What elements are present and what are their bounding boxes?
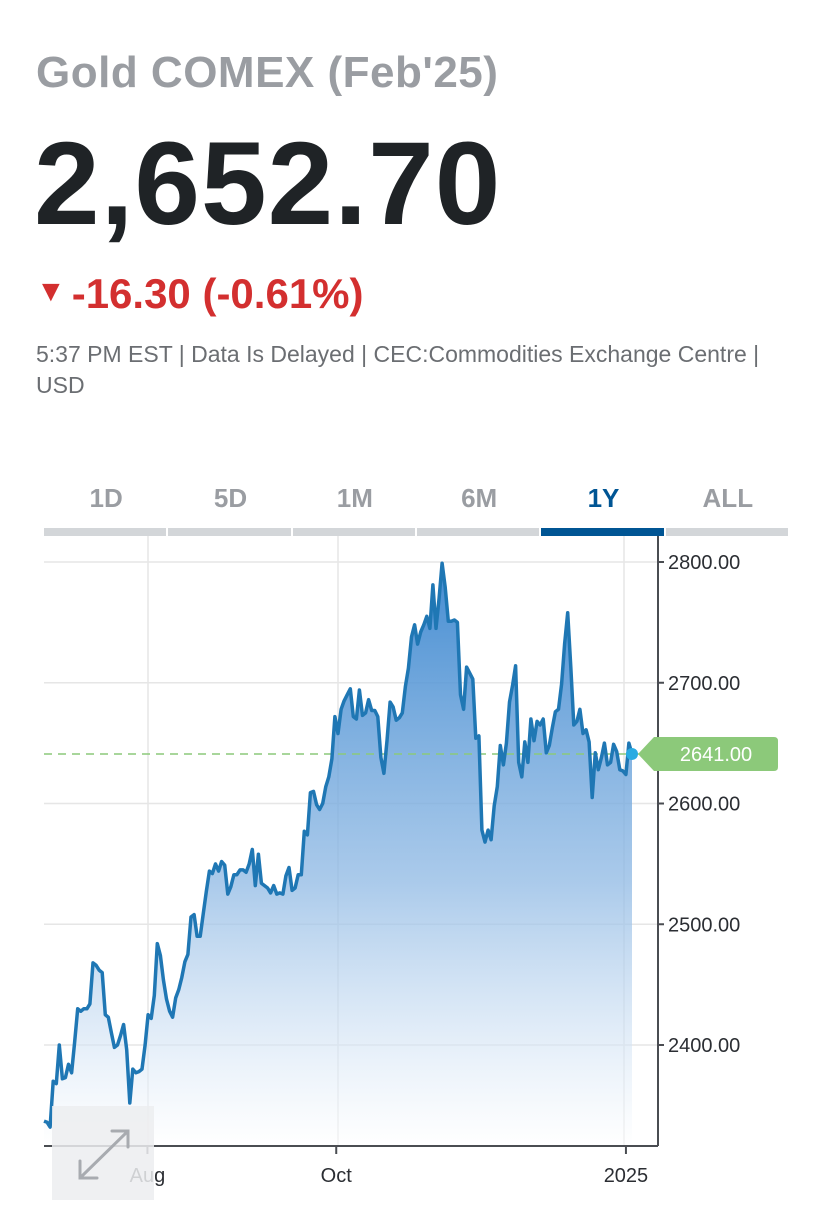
tab-underline xyxy=(416,528,540,536)
price-area xyxy=(44,563,632,1146)
tab-underline xyxy=(665,528,788,536)
last-price: 2,652.70 xyxy=(34,118,502,250)
tab-underline xyxy=(44,528,167,536)
tab-all[interactable]: ALL xyxy=(665,478,790,536)
tab-label: 1M xyxy=(336,483,373,513)
y-tick-label: 2800.00 xyxy=(668,552,740,574)
last-point-marker xyxy=(626,747,638,760)
y-tick-label: 2400.00 xyxy=(668,1035,740,1057)
tab-1m[interactable]: 1M xyxy=(292,478,417,536)
price-line xyxy=(43,561,634,1129)
tab-underline xyxy=(292,528,415,536)
expand-icon xyxy=(78,1129,130,1180)
tab-underline xyxy=(541,528,664,536)
tab-underline xyxy=(168,528,291,536)
tab-label: 1Y xyxy=(587,483,620,513)
badge-shape xyxy=(638,736,778,771)
tab-label: 5D xyxy=(213,483,248,513)
price-change: ▼ -16.30 (-0.61%) xyxy=(36,270,364,318)
tab-5d[interactable]: 5D xyxy=(168,478,292,536)
tab-label: 6M xyxy=(461,483,498,513)
chart-axes: 2800.002700.002600.002500.002400.00AugOc… xyxy=(44,536,740,1187)
instrument-title: Gold COMEX (Feb'25) xyxy=(36,48,499,97)
last-price-badge: 2641.00 xyxy=(638,736,778,771)
tab-label: ALL xyxy=(702,483,754,513)
tab-1y[interactable]: 1Y xyxy=(541,478,665,536)
down-arrow-icon: ▼ xyxy=(36,275,66,308)
range-tabs: 1D 5D 1M 6M 1Y ALL xyxy=(44,478,790,536)
badge-label: 2641.00 xyxy=(680,744,752,766)
change-value: -16.30 (-0.61%) xyxy=(71,270,364,317)
y-tick-label: 2700.00 xyxy=(668,673,740,695)
x-tick-label: Oct xyxy=(321,1165,353,1187)
quote-metadata: 5:37 PM EST | Data Is Delayed | CEC:Comm… xyxy=(36,341,760,398)
tab-1d[interactable]: 1D xyxy=(44,478,168,536)
y-tick-label: 2500.00 xyxy=(668,914,740,936)
tab-label: 1D xyxy=(89,483,123,513)
x-tick-label: 2025 xyxy=(604,1165,649,1187)
expand-chart-button[interactable] xyxy=(52,1106,154,1200)
y-tick-label: 2600.00 xyxy=(668,794,740,816)
price-chart[interactable]: 2800.002700.002600.002500.002400.00AugOc… xyxy=(0,536,817,1200)
tab-6m[interactable]: 6M xyxy=(416,478,541,536)
